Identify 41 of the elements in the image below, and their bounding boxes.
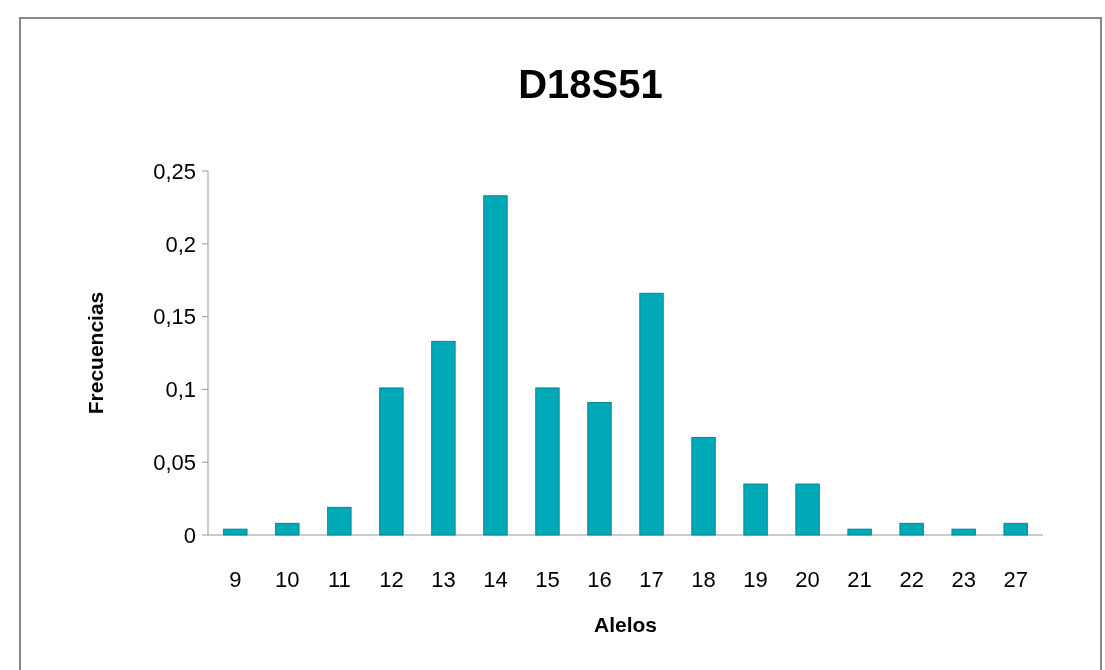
chart-title: D18S51 xyxy=(518,62,663,106)
y-tick-label: 0,15 xyxy=(153,304,196,330)
x-tick-label: 12 xyxy=(379,567,404,592)
bar xyxy=(431,340,456,536)
x-axis-title: Alelos xyxy=(593,613,658,636)
bar xyxy=(743,483,768,536)
x-tick-label: 9 xyxy=(229,567,242,592)
x-tick-label: 13 xyxy=(431,567,456,592)
x-tick-label: 18 xyxy=(691,567,716,592)
x-tick-label: 27 xyxy=(1003,567,1028,592)
bar xyxy=(1003,522,1028,536)
x-tick-label: 23 xyxy=(951,567,976,592)
bar xyxy=(951,528,976,536)
y-tick-label: 0,25 xyxy=(153,158,196,184)
bar xyxy=(587,402,612,536)
bar xyxy=(691,436,716,536)
x-tick-label: 19 xyxy=(743,567,768,592)
y-tick-label: 0 xyxy=(183,522,196,548)
x-tick-label: 17 xyxy=(639,567,664,592)
y-tick-label: 0,1 xyxy=(165,377,196,403)
x-tick-label: 21 xyxy=(847,567,872,592)
x-tick-label: 16 xyxy=(587,567,612,592)
bar xyxy=(535,387,560,536)
bar xyxy=(899,522,924,536)
bar xyxy=(379,387,404,536)
y-axis-title: Frecuencias xyxy=(84,291,107,415)
x-tick-label: 20 xyxy=(795,567,820,592)
x-tick-label: 11 xyxy=(327,567,351,592)
x-tick-label: 14 xyxy=(483,567,508,592)
y-tick-label: 0,05 xyxy=(153,449,196,475)
bar xyxy=(795,483,820,536)
bar xyxy=(327,506,352,536)
x-tick-label: 22 xyxy=(899,567,924,592)
bar xyxy=(275,522,300,536)
bar xyxy=(639,292,664,536)
y-tick-label: 0,2 xyxy=(165,231,196,257)
x-tick-label: 10 xyxy=(275,567,300,592)
bar xyxy=(223,528,248,536)
bar xyxy=(483,195,508,536)
bar xyxy=(847,528,872,536)
x-tick-label: 15 xyxy=(535,567,560,592)
